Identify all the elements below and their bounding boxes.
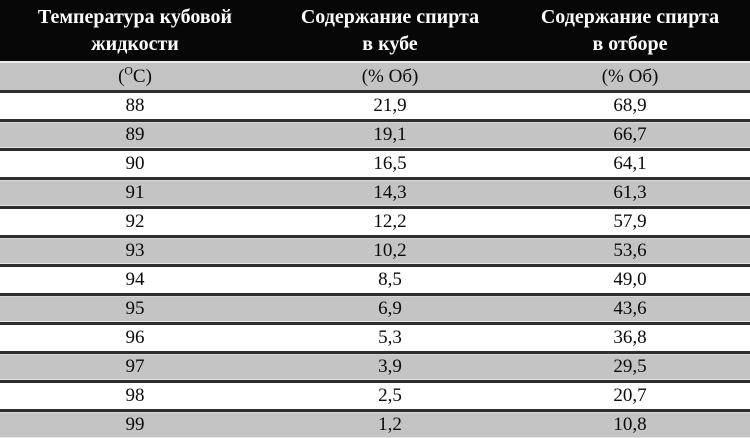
unit-celsius-sup: О bbox=[124, 64, 133, 78]
temp-cell: 94 bbox=[0, 265, 270, 296]
temp-cell: 99 bbox=[0, 410, 270, 438]
temp-cell: 98 bbox=[0, 381, 270, 412]
table-row: 97 3,9 29,5 bbox=[0, 352, 750, 383]
table-body: 88 21,9 68,9 89 19,1 66,7 90 16,5 64,1 9… bbox=[0, 91, 750, 438]
temp-cell: 88 bbox=[0, 91, 270, 122]
unit-celsius-close: С) bbox=[132, 65, 152, 87]
unit-celsius-open: ( bbox=[118, 65, 125, 87]
temp-cell: 96 bbox=[0, 323, 270, 354]
cube-cell: 2,5 bbox=[270, 381, 510, 412]
header-temperature-line2: жидкости bbox=[91, 32, 179, 55]
table-header: Температура кубовой жидкости Содержание … bbox=[0, 0, 750, 93]
header-alcohol-cube-line1: Содержание спирта bbox=[300, 6, 480, 29]
table-row: 89 19,1 66,7 bbox=[0, 120, 750, 151]
otbor-cell: 36,8 bbox=[510, 323, 750, 354]
table-row: 98 2,5 20,7 bbox=[0, 381, 750, 412]
table-row: 95 6,9 43,6 bbox=[0, 294, 750, 325]
header-alcohol-cube: Содержание спирта в кубе bbox=[270, 0, 510, 62]
cube-cell: 12,2 bbox=[270, 207, 510, 238]
otbor-cell: 49,0 bbox=[510, 265, 750, 296]
cube-cell: 14,3 bbox=[270, 178, 510, 209]
table-row: 99 1,2 10,8 bbox=[0, 410, 750, 438]
table-row: 93 10,2 53,6 bbox=[0, 236, 750, 267]
table-row: 90 16,5 64,1 bbox=[0, 149, 750, 180]
table-row: 94 8,5 49,0 bbox=[0, 265, 750, 296]
otbor-cell: 66,7 bbox=[510, 120, 750, 151]
cube-cell: 3,9 bbox=[270, 352, 510, 383]
otbor-cell: 64,1 bbox=[510, 149, 750, 180]
otbor-cell: 61,3 bbox=[510, 178, 750, 209]
table-row: 96 5,3 36,8 bbox=[0, 323, 750, 354]
unit-percent-otbor: (% Об) bbox=[510, 61, 750, 93]
otbor-cell: 53,6 bbox=[510, 236, 750, 267]
cube-cell: 21,9 bbox=[270, 91, 510, 122]
temp-cell: 95 bbox=[0, 294, 270, 325]
otbor-cell: 29,5 bbox=[510, 352, 750, 383]
cube-cell: 6,9 bbox=[270, 294, 510, 325]
temp-cell: 93 bbox=[0, 236, 270, 267]
units-row: (ОС) (% Об) (% Об) bbox=[0, 61, 750, 93]
header-row: Температура кубовой жидкости Содержание … bbox=[0, 0, 750, 62]
otbor-cell: 43,6 bbox=[510, 294, 750, 325]
otbor-cell: 20,7 bbox=[510, 381, 750, 412]
header-temperature: Температура кубовой жидкости bbox=[0, 0, 270, 62]
cube-cell: 5,3 bbox=[270, 323, 510, 354]
temp-cell: 92 bbox=[0, 207, 270, 238]
otbor-cell: 57,9 bbox=[510, 207, 750, 238]
temp-cell: 91 bbox=[0, 178, 270, 209]
header-temperature-line1: Температура кубовой bbox=[37, 6, 233, 29]
cube-cell: 10,2 bbox=[270, 236, 510, 267]
header-alcohol-otbor: Содержание спирта в отборе bbox=[510, 0, 750, 62]
cube-cell: 8,5 bbox=[270, 265, 510, 296]
table-row: 88 21,9 68,9 bbox=[0, 91, 750, 122]
cube-cell: 19,1 bbox=[270, 120, 510, 151]
table-row: 91 14,3 61,3 bbox=[0, 178, 750, 209]
otbor-cell: 10,8 bbox=[510, 410, 750, 438]
otbor-cell: 68,9 bbox=[510, 91, 750, 122]
temp-cell: 90 bbox=[0, 149, 270, 180]
cube-cell: 16,5 bbox=[270, 149, 510, 180]
cube-cell: 1,2 bbox=[270, 410, 510, 438]
header-alcohol-otbor-line1: Содержание спирта bbox=[540, 6, 720, 29]
header-alcohol-otbor-line2: в отборе bbox=[592, 32, 668, 55]
temp-cell: 97 bbox=[0, 352, 270, 383]
unit-percent-cube: (% Об) bbox=[270, 61, 510, 93]
temp-cell: 89 bbox=[0, 120, 270, 151]
header-alcohol-cube-line2: в кубе bbox=[362, 32, 418, 55]
table-row: 92 12,2 57,9 bbox=[0, 207, 750, 238]
unit-celsius: (ОС) bbox=[0, 61, 270, 93]
